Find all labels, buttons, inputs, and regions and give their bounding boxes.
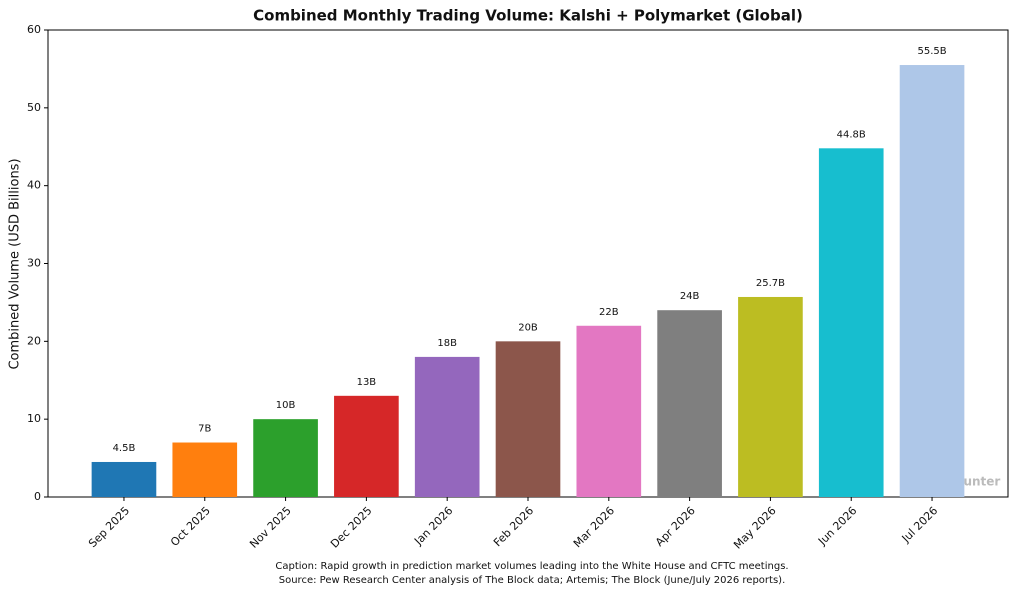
bar [657,310,722,497]
y-tick-label: 50 [27,101,41,114]
bar [899,65,965,498]
bar [253,419,318,497]
data-label: 22B [599,307,619,318]
bar [738,296,803,497]
y-tick-label: 60 [27,23,41,36]
data-label: 24B [680,291,700,302]
y-tick-label: 30 [27,257,41,270]
bar [91,461,157,497]
data-label: 55.5B [917,46,946,57]
y-tick-label: 0 [34,490,41,503]
x-tick-label: Apr 2026 [653,504,698,549]
data-label: 44.8B [837,129,866,140]
x-tick-label: Dec 2025 [328,504,375,551]
data-label: 4.5B [113,443,136,454]
data-label: 25.7B [756,278,785,289]
x-tick-label: Jul 2026 [899,504,941,546]
data-label: 10B [276,400,296,411]
x-tick-label: Feb 2026 [491,504,536,549]
x-tick-label: Jun 2026 [815,504,859,548]
x-tick-label: Jan 2026 [411,504,455,548]
x-tick-label: Mar 2026 [571,504,617,550]
bar [414,356,480,497]
source: Source: Pew Research Center analysis of … [279,575,786,586]
bar [818,148,884,497]
caption: Caption: Rapid growth in prediction mark… [275,561,788,572]
x-tick-label: Sep 2025 [86,504,132,550]
y-tick-label: 10 [27,412,41,425]
x-tick-label: May 2026 [731,504,779,552]
bar [576,325,642,497]
bar [334,395,399,497]
y-tick-label: 20 [27,334,41,347]
x-tick-label: Nov 2025 [247,504,294,551]
bar [495,341,561,497]
data-label: 7B [198,424,211,435]
y-axis-label: Combined Volume (USD Billions) [8,158,23,369]
y-tick-label: 40 [27,179,41,192]
bar [172,442,238,497]
data-label: 20B [518,322,538,333]
x-tick-label: Oct 2025 [168,504,213,549]
data-label: 18B [437,338,457,349]
data-label: 13B [357,377,377,388]
chart-title: Combined Monthly Trading Volume: Kalshi … [253,7,803,25]
